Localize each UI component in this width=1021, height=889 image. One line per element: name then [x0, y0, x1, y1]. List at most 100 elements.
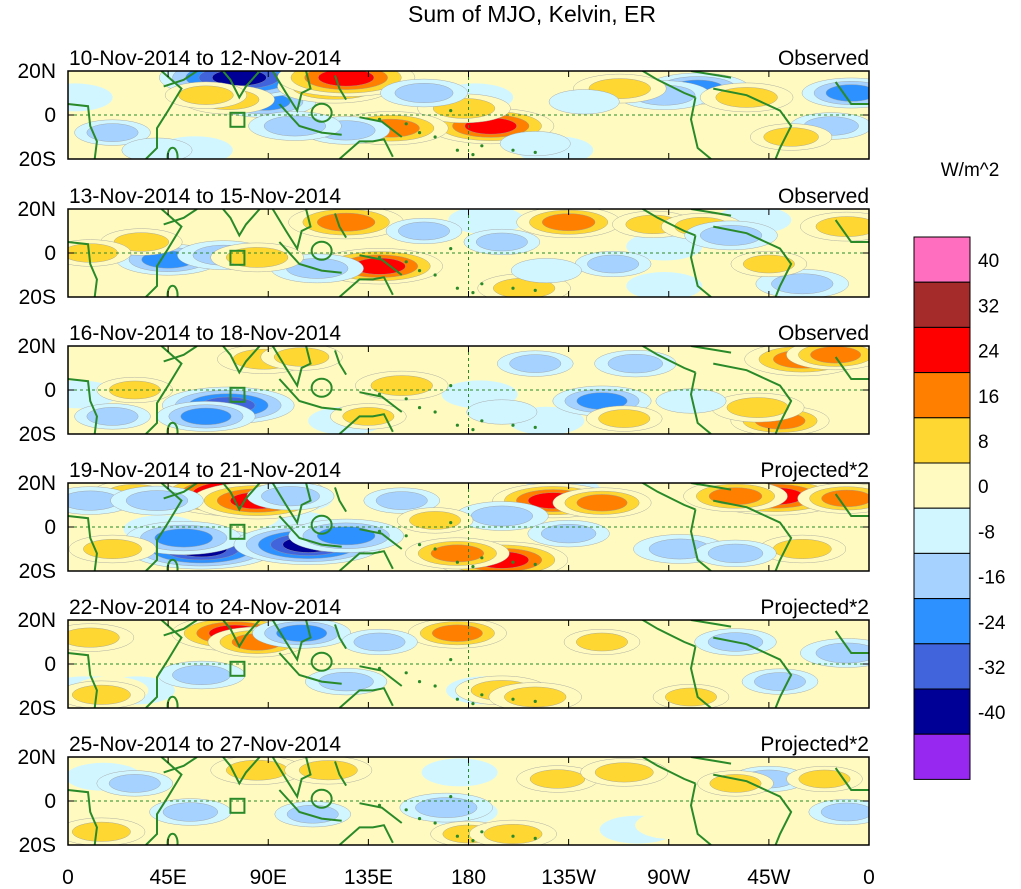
anomaly-contour: [394, 83, 454, 103]
coast-south-america-west: [689, 509, 712, 571]
map-panel: 20N 0 20S 22-Nov-2014 to 24-Nov-2014 Project…: [17, 596, 870, 720]
coast-philippines: [334, 487, 347, 513]
coast-africa: [145, 71, 183, 159]
island-marker: [533, 699, 537, 704]
y-tick-label: 20S: [19, 423, 56, 446]
y-tick-label: 20N: [17, 198, 56, 221]
coast-central-america: [640, 757, 696, 785]
colorbar-tick-label: 40: [978, 251, 999, 272]
colorbar-swatch: [913, 462, 971, 509]
y-tick-label: 20N: [17, 472, 56, 495]
anomaly-contour: [375, 491, 428, 510]
anomaly-contour: [820, 802, 869, 822]
coast-indochina: [271, 757, 312, 800]
anomaly-contour: [353, 632, 406, 652]
coast-africa: [145, 620, 183, 708]
anomaly-contour: [370, 375, 433, 396]
colorbar-unit: W/m^2: [941, 160, 1000, 181]
coast-gulf: [68, 378, 98, 434]
anomaly-contour: [763, 127, 819, 147]
coast-south-america-west: [689, 783, 712, 845]
island-marker: [511, 834, 515, 838]
island-marker: [417, 817, 422, 821]
anomaly-contour: [709, 774, 762, 793]
panel-date-range: 19-Nov-2014 to 21-Nov-2014: [69, 459, 341, 482]
island-marker: [471, 839, 475, 843]
coast-australia: [338, 413, 394, 434]
coast-south-america-west: [689, 97, 712, 159]
coast-gulf: [68, 789, 98, 845]
anomaly-contour: [466, 399, 538, 425]
y-tick-label: 20S: [19, 697, 56, 720]
island-marker: [511, 148, 515, 152]
coast-india: [221, 483, 261, 512]
coast-arabia: [163, 71, 198, 88]
island-marker: [404, 671, 408, 675]
x-tick-label: 90E: [250, 866, 287, 889]
coast-new-guinea: [359, 528, 403, 550]
island-marker: [377, 803, 382, 808]
island-marker: [417, 269, 422, 273]
coast-madagascar: [166, 421, 179, 434]
island-marker: [433, 684, 437, 688]
island-marker: [449, 521, 453, 525]
anomaly-field: [68, 209, 869, 297]
island-marker: [377, 117, 382, 121]
island-marker: [480, 693, 484, 697]
coast-philippines: [334, 761, 347, 787]
island-marker: [471, 153, 475, 157]
y-tick-label: 20N: [17, 335, 56, 358]
anomaly-field: [68, 620, 869, 708]
island-marker: [449, 247, 453, 251]
island-marker: [533, 836, 537, 841]
anomaly-contour: [607, 354, 663, 374]
coast-south-america-east: [713, 499, 793, 571]
island-marker: [449, 384, 453, 388]
coast-africa: [145, 757, 183, 845]
island-marker: [511, 697, 515, 701]
coast-indochina: [271, 483, 312, 526]
coast-central-america: [640, 346, 696, 374]
anomaly-contour: [815, 642, 869, 664]
chart-title: Sum of MJO, Kelvin, ER: [408, 1, 656, 27]
coast-india: [221, 346, 261, 375]
field-texture: [448, 209, 525, 234]
map-panels: 20N 0 20S 10-Nov-2014 to 12-Nov-2014 Observe…: [17, 47, 870, 857]
anomaly-contour: [154, 528, 213, 548]
colorbar-swatch: [913, 326, 971, 374]
island-marker: [433, 135, 437, 139]
coast-gulf: [68, 103, 98, 159]
island-marker: [404, 122, 408, 126]
field-texture: [635, 811, 712, 840]
region-box: [229, 111, 246, 128]
coastlines: [68, 209, 869, 297]
coast-west-africa: [834, 767, 869, 791]
x-tick-label: 0: [863, 866, 875, 889]
coast-south-america-west: [689, 235, 712, 297]
island-marker: [377, 529, 382, 534]
island-marker: [449, 658, 453, 662]
colorbar-tick-label: -16: [978, 568, 1005, 589]
anomaly-contour: [509, 354, 562, 373]
anomaly-contour: [72, 684, 131, 705]
island-marker: [455, 148, 459, 152]
island-marker: [455, 560, 459, 564]
y-tick-label: 0: [44, 104, 56, 127]
y-tick-label: 0: [44, 516, 56, 539]
anomaly-contour: [742, 254, 795, 274]
colorbar: W/m^2 40 32 24 16 8 0 -8 -16 -24 -32 -40: [913, 160, 1006, 780]
coast-arabia: [163, 757, 198, 774]
coast-west-africa: [834, 219, 869, 243]
island-marker: [471, 702, 475, 706]
anomaly-contour: [178, 85, 234, 105]
anomaly-contour: [415, 797, 478, 818]
colorbar-swatch: [913, 507, 971, 554]
colorbar-tick-label: -8: [978, 522, 995, 543]
coast-new-guinea: [359, 116, 403, 138]
panel-date-range: 16-Nov-2014 to 18-Nov-2014: [69, 322, 341, 345]
anomaly-contour: [86, 407, 139, 426]
x-tick-label: 0: [62, 866, 74, 889]
anomaly-contour: [72, 821, 131, 842]
anomaly-contour: [261, 486, 320, 507]
coast-australia: [338, 138, 394, 159]
